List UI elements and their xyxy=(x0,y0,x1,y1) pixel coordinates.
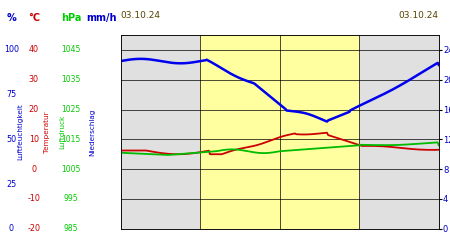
Text: 20: 20 xyxy=(29,105,39,114)
Text: 25: 25 xyxy=(6,180,16,188)
Text: 1015: 1015 xyxy=(62,135,81,144)
Text: 1005: 1005 xyxy=(61,165,81,174)
Text: 30: 30 xyxy=(29,75,39,84)
Text: 995: 995 xyxy=(64,194,78,203)
Text: mm/h: mm/h xyxy=(86,12,117,22)
Text: 1045: 1045 xyxy=(61,46,81,54)
Text: 100: 100 xyxy=(4,46,19,54)
Text: 50: 50 xyxy=(6,135,16,144)
Text: Luftfeuchtigkeit: Luftfeuchtigkeit xyxy=(17,104,23,160)
Text: 0: 0 xyxy=(31,165,36,174)
Text: 03.10.24: 03.10.24 xyxy=(121,10,161,20)
Text: 10: 10 xyxy=(29,135,39,144)
Text: 1025: 1025 xyxy=(62,105,81,114)
Text: 985: 985 xyxy=(64,224,78,233)
Text: Niederschlag: Niederschlag xyxy=(89,108,95,156)
Text: Temperatur: Temperatur xyxy=(44,111,50,153)
Text: 40: 40 xyxy=(29,46,39,54)
Text: °C: °C xyxy=(28,12,40,22)
Text: -10: -10 xyxy=(27,194,40,203)
Text: 75: 75 xyxy=(6,90,16,99)
Bar xyxy=(200,35,359,229)
Text: %: % xyxy=(6,12,16,22)
Text: -20: -20 xyxy=(27,224,40,233)
Text: 1035: 1035 xyxy=(61,75,81,84)
Text: hPa: hPa xyxy=(61,12,81,22)
Text: 03.10.24: 03.10.24 xyxy=(399,10,439,20)
Text: 0: 0 xyxy=(9,224,14,233)
Text: Luftdruck: Luftdruck xyxy=(59,115,65,149)
